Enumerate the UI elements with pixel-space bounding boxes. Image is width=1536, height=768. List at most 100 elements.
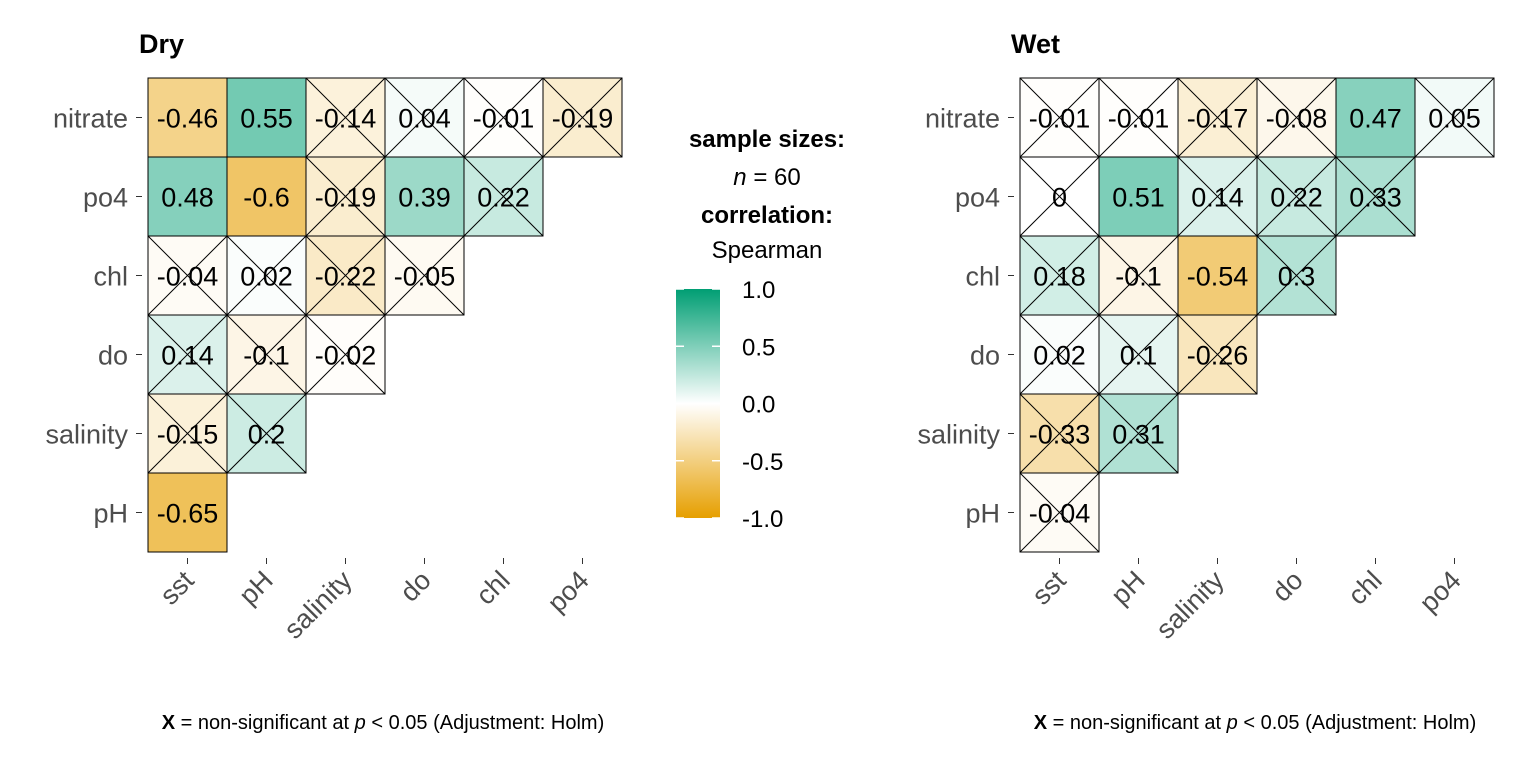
nonsig-cross-line (226, 235, 307, 316)
heatmap-cell (226, 156, 307, 237)
nonsig-cross-line (1019, 393, 1100, 474)
cell-value: -0.6 (243, 183, 290, 213)
nonsig-cross-line (542, 77, 623, 158)
col-label: chl (470, 565, 516, 611)
cell-value: -0.19 (552, 104, 614, 134)
col-label: po4 (1414, 565, 1467, 618)
cell-value: -0.01 (1029, 104, 1091, 134)
nonsig-cross-line (1256, 77, 1337, 158)
nonsig-cross-line (1177, 77, 1258, 158)
cell-value: 0.02 (1033, 341, 1086, 371)
panel-caption: X = non-significant at p < 0.05 (Adjustm… (1034, 712, 1476, 734)
cell-value: 0.02 (240, 262, 293, 292)
caption-text: = non-significant at (1047, 712, 1227, 734)
nonsig-cross-line (1256, 235, 1337, 316)
cell-value: 0.55 (240, 104, 293, 134)
row-label: nitrate (925, 104, 1000, 134)
row-label: pH (93, 499, 128, 529)
cell-value: 0.14 (161, 341, 214, 371)
nonsig-cross-line (1019, 156, 1100, 237)
caption-text: = non-significant at (175, 712, 355, 734)
cell-value: -0.17 (1187, 104, 1249, 134)
nonsig-cross-line (226, 393, 307, 474)
col-label: do (394, 565, 436, 607)
legend: sample sizes: n = 60 correlation: Spearm… (676, 126, 845, 533)
nonsig-cross-line (1019, 77, 1100, 158)
cell-value: -0.1 (1115, 262, 1162, 292)
col-label: do (1266, 565, 1308, 607)
nonsig-cross-line (1256, 156, 1337, 237)
cell-value: 0.14 (1191, 183, 1244, 213)
cell-value: 0.2 (248, 420, 286, 450)
cell-value: -0.01 (473, 104, 535, 134)
legend-correlation-label: correlation: (701, 202, 833, 229)
caption-x-mark: X (1034, 712, 1048, 734)
cell-value: -0.05 (394, 262, 456, 292)
caption-text: < 0.05 (Adjustment: Holm) (366, 712, 604, 734)
heatmap-cell (1335, 77, 1416, 158)
legend-n-value: = 60 (747, 164, 801, 191)
nonsig-cross-line (226, 314, 307, 395)
cell-value: 0.51 (1112, 183, 1165, 213)
cell-value: -0.1 (243, 341, 290, 371)
legend-method: Spearman (712, 237, 823, 264)
row-label: salinity (45, 420, 128, 450)
nonsig-cross-line (1098, 314, 1179, 395)
legend-ticks: 1.0 0.5 0.0 -0.5 -1.0 (676, 277, 783, 533)
nonsig-cross-line (1177, 314, 1258, 395)
nonsig-cross-line (384, 77, 465, 158)
heatmap-cell (1098, 156, 1179, 237)
heatmap-cell (147, 472, 228, 553)
cell-value: 0.22 (477, 183, 530, 213)
cell-value: 0.39 (398, 183, 451, 213)
heatmap-cell (384, 156, 465, 237)
nonsig-cross-line (463, 156, 544, 237)
cell-value: 0 (1052, 183, 1067, 213)
panel-title: Wet (1011, 29, 1060, 59)
cell-value: -0.04 (157, 262, 219, 292)
legend-tick-label: -0.5 (742, 449, 783, 476)
cell-value: -0.22 (315, 262, 377, 292)
cell-value: -0.46 (157, 104, 219, 134)
cell-value: -0.14 (315, 104, 377, 134)
cell-value: -0.19 (315, 183, 377, 213)
col-label: po4 (542, 565, 595, 618)
cell-value: 0.04 (398, 104, 451, 134)
legend-tick-label: 1.0 (742, 277, 775, 304)
nonsig-cross-line (147, 393, 228, 474)
nonsig-cross-line (1019, 314, 1100, 395)
cell-value: 0.33 (1349, 183, 1402, 213)
cell-value: 0.31 (1112, 420, 1165, 450)
legend-tick-label: 0.0 (742, 392, 775, 419)
legend-tick-label: -1.0 (742, 506, 783, 533)
nonsig-cross-line (1414, 77, 1495, 158)
col-label: salinity (1150, 565, 1230, 645)
nonsig-cross-line (1019, 235, 1100, 316)
nonsig-cross-line (384, 235, 465, 316)
row-label: chl (93, 262, 128, 292)
nonsig-cross-line (1098, 77, 1179, 158)
nonsig-cross-line (1335, 156, 1416, 237)
caption-x-mark: X (162, 712, 176, 734)
nonsig-cross-line (305, 156, 386, 237)
heatmap-cell (147, 77, 228, 158)
row-label: do (98, 341, 128, 371)
nonsig-cross-line (305, 77, 386, 158)
row-label: pH (965, 499, 1000, 529)
row-label: do (970, 341, 1000, 371)
nonsig-cross-line (147, 314, 228, 395)
cell-value: -0.08 (1266, 104, 1328, 134)
row-label: salinity (917, 420, 1000, 450)
caption-p: p (354, 712, 366, 734)
nonsig-cross-line (305, 314, 386, 395)
nonsig-cross-line (1098, 235, 1179, 316)
legend-n-symbol: n (733, 164, 746, 191)
cell-value: 0.3 (1278, 262, 1316, 292)
cell-value: -0.04 (1029, 499, 1091, 529)
row-label: chl (965, 262, 1000, 292)
panel-caption: X = non-significant at p < 0.05 (Adjustm… (162, 712, 604, 734)
row-label: nitrate (53, 104, 128, 134)
